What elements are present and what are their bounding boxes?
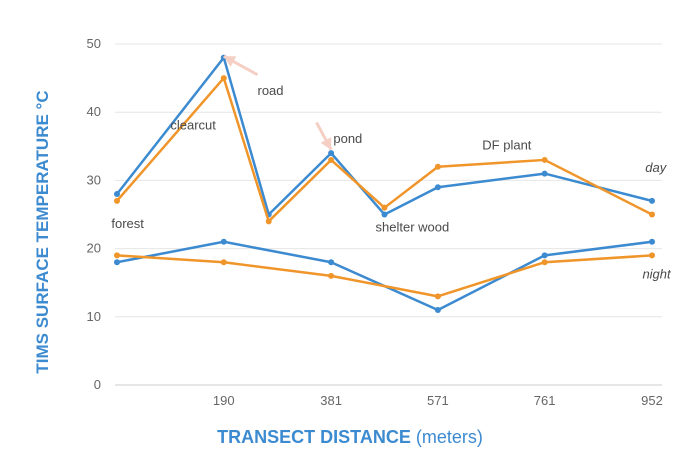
data-point: [328, 272, 335, 279]
x-axis-label-unit: (meters): [416, 427, 483, 447]
annotations: clearcut road pond DF plant forest shelter wo…: [111, 83, 672, 281]
annotation-label: pond: [333, 131, 362, 146]
annotation-arrows: [223, 54, 333, 151]
annotation-label: night: [642, 267, 672, 282]
grid-lines: [115, 43, 662, 386]
x-tick-label: 571: [427, 393, 449, 408]
y-tick-label: 20: [87, 241, 101, 256]
annotation-label: DF plant: [482, 138, 532, 153]
annotation-label: road: [257, 83, 283, 98]
data-point: [541, 252, 548, 259]
data-point: [220, 259, 227, 266]
data-point: [265, 218, 272, 225]
data-point: [541, 156, 548, 163]
annotation-arrow-head: [320, 137, 332, 150]
data-point: [434, 293, 441, 300]
data-point: [434, 306, 441, 313]
data-point: [434, 184, 441, 191]
data-point: [220, 75, 227, 82]
data-point: [328, 150, 335, 157]
data-point: [220, 238, 227, 245]
data-point: [541, 170, 548, 177]
data-point: [328, 259, 335, 266]
y-axis-label: TIMS SURFACE TEMPERATURE °C: [33, 90, 52, 373]
annotation-label: shelter wood: [376, 220, 450, 235]
data-point: [649, 211, 655, 218]
y-tick-label: 30: [87, 172, 101, 187]
x-tick-labels: 190 381 571 761 952: [213, 393, 663, 408]
y-tick-label: 0: [94, 377, 101, 392]
data-point: [541, 259, 548, 266]
data-point: [114, 252, 120, 259]
x-axis-label-main: TRANSECT DISTANCE: [217, 427, 411, 447]
data-point: [328, 156, 335, 163]
data-point: [114, 259, 120, 266]
data-point: [381, 204, 388, 211]
series-line-night-3: [116, 254, 653, 298]
y-tick-label: 50: [87, 36, 101, 51]
annotation-arrow-head: [223, 56, 237, 67]
data-point: [434, 163, 441, 170]
x-tick-label: 761: [534, 393, 556, 408]
y-tick-label: 40: [87, 104, 101, 119]
series-lines: [114, 54, 655, 313]
data-point: [649, 197, 655, 204]
x-axis-label: TRANSECT DISTANCE (meters): [217, 427, 483, 447]
series-line-night-2: [116, 240, 653, 312]
y-tick-labels: 0 10 20 30 40 50: [87, 36, 101, 392]
x-tick-label: 952: [641, 393, 663, 408]
data-point: [114, 191, 120, 198]
data-point: [114, 197, 120, 204]
annotation-label: clearcut: [170, 117, 216, 132]
data-point: [649, 252, 655, 259]
data-point: [649, 238, 655, 245]
annotation-label: forest: [111, 216, 144, 231]
series-line-day-0: [116, 56, 653, 216]
y-tick-label: 10: [87, 309, 101, 324]
x-tick-label: 190: [213, 393, 235, 408]
x-tick-label: 381: [320, 393, 342, 408]
series-line-day-1: [116, 76, 653, 223]
annotation-label: day: [645, 160, 667, 175]
data-point: [381, 211, 388, 218]
